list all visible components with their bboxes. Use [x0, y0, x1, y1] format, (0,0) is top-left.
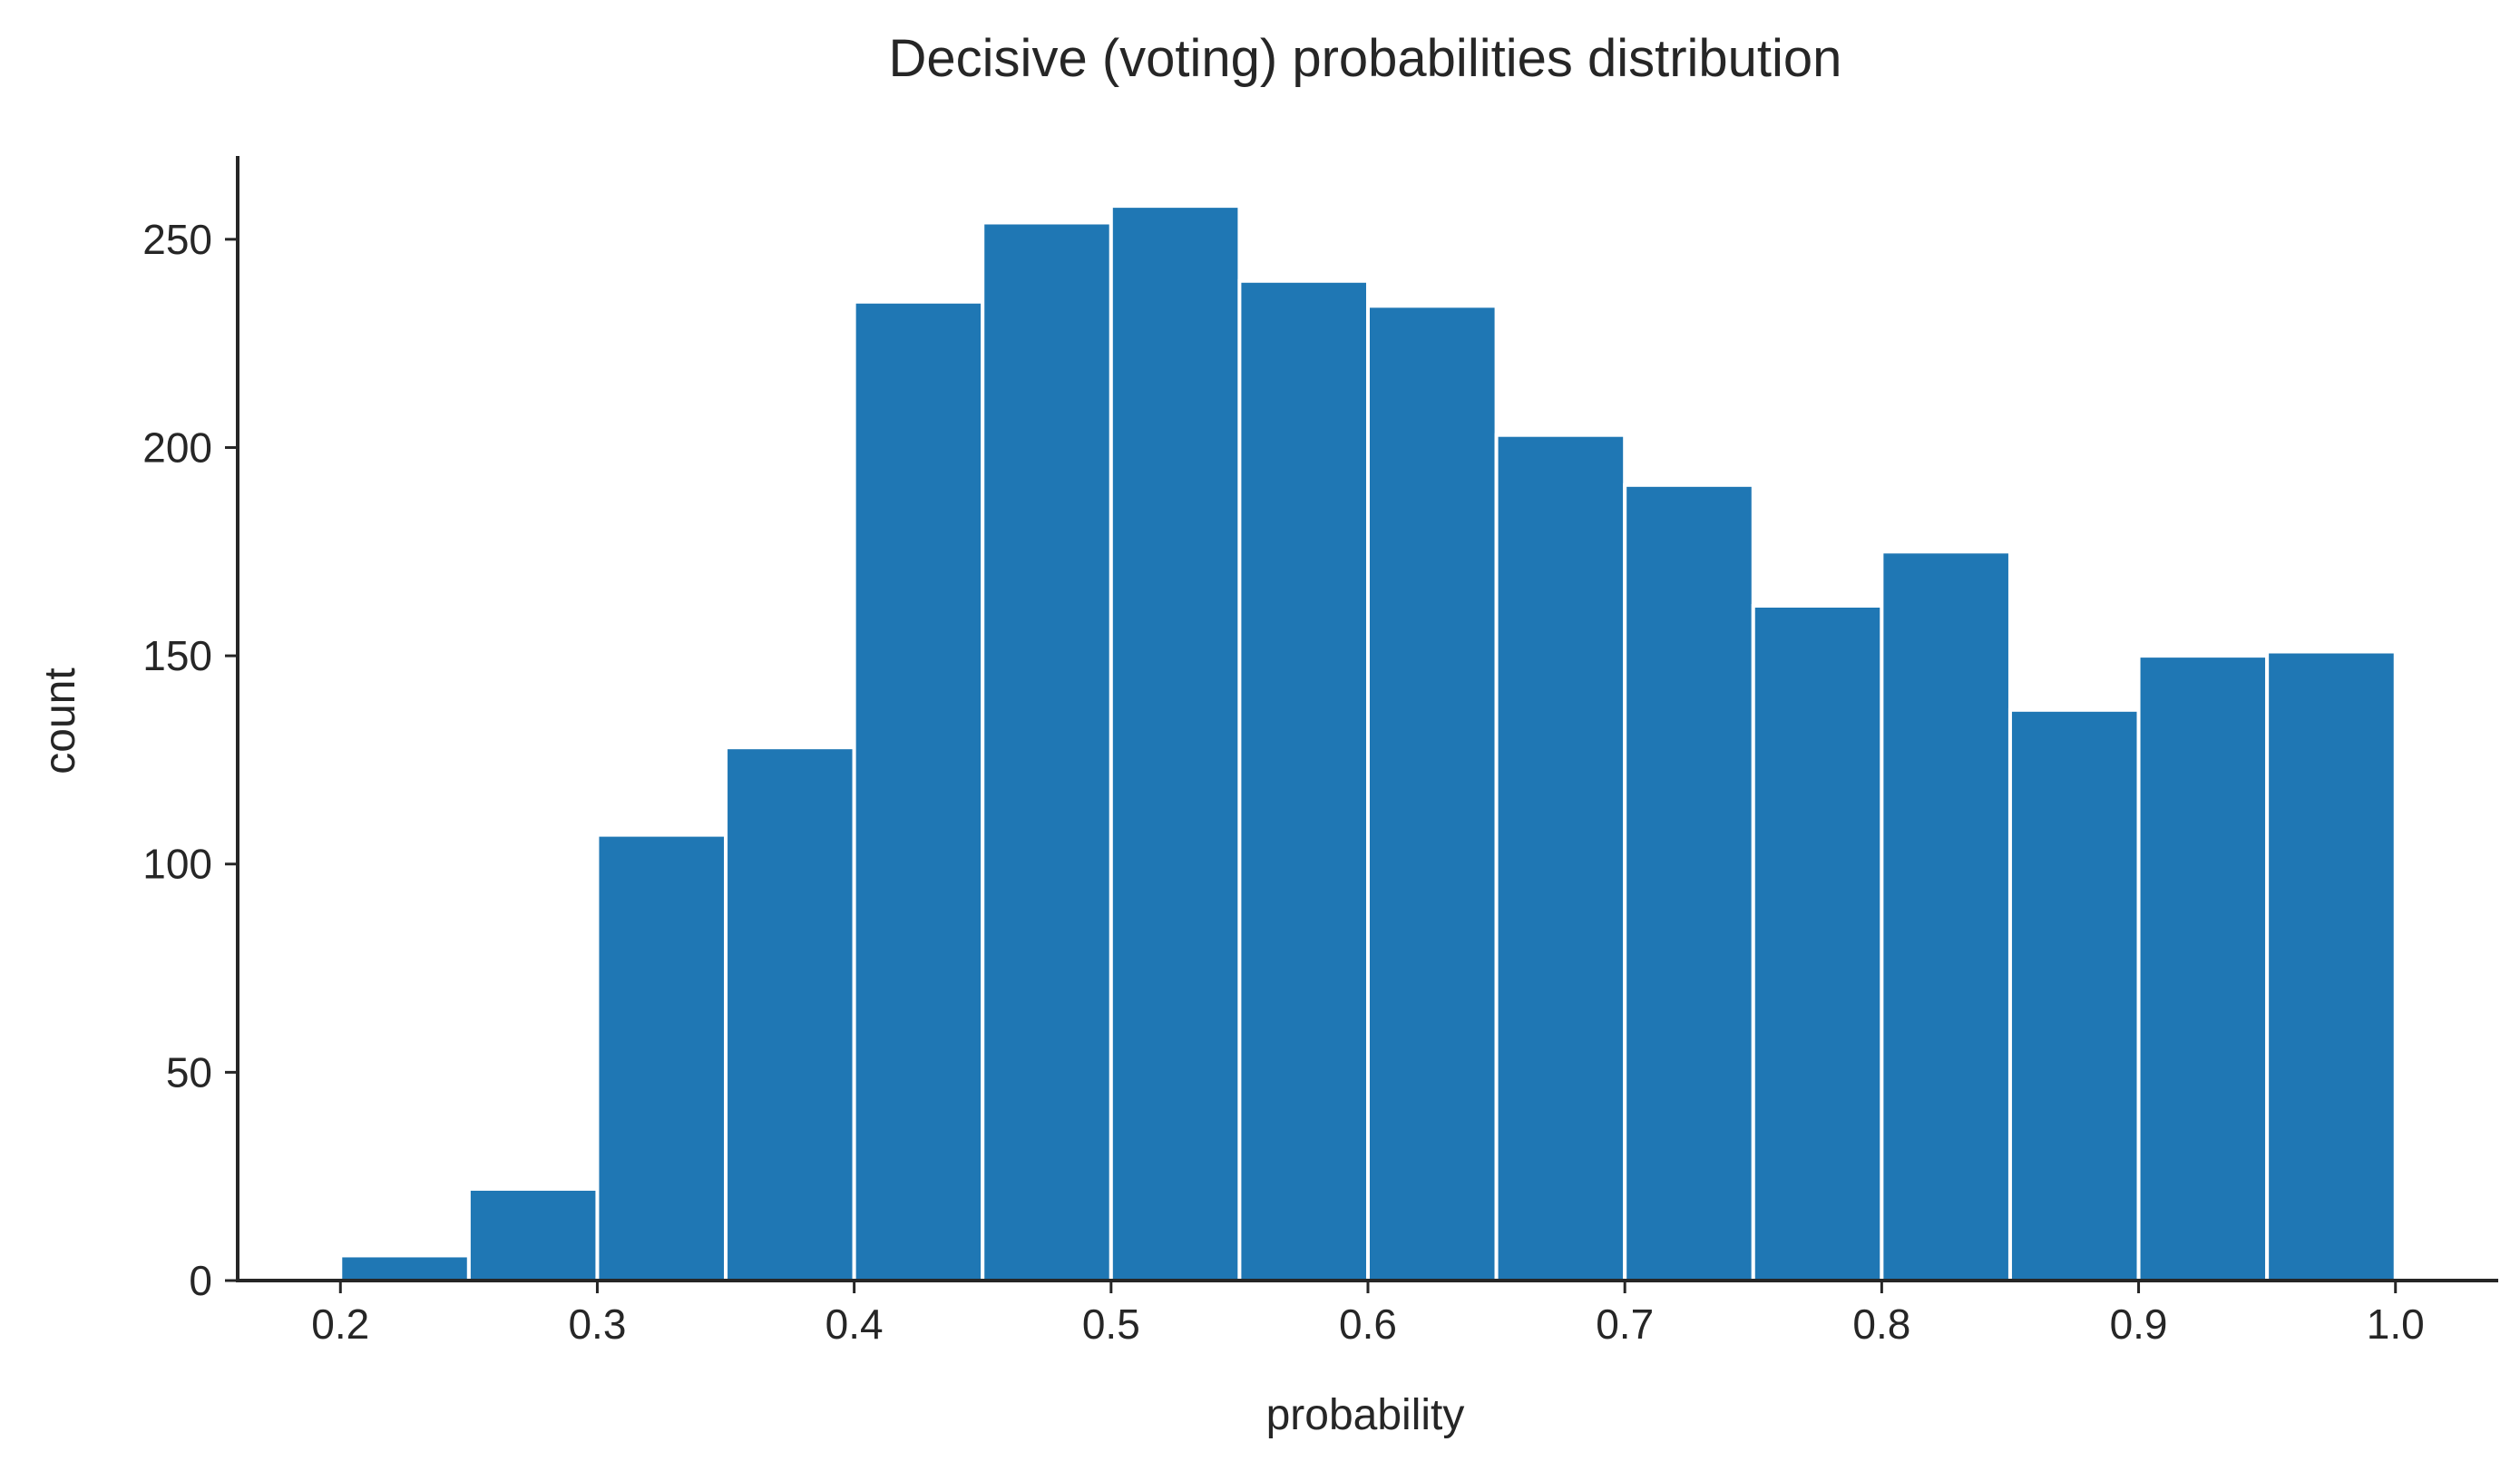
y-tick-label: 0	[189, 1257, 212, 1304]
histogram-bar	[2136, 654, 2270, 1282]
x-tick-label: 0.3	[568, 1301, 626, 1348]
histogram-bar	[2007, 707, 2141, 1282]
histogram-bar	[1366, 304, 1499, 1282]
histogram-bar	[724, 745, 856, 1282]
histogram-bar	[852, 299, 985, 1283]
x-tick-label: 0.7	[1596, 1301, 1654, 1348]
histogram-bar	[981, 220, 1113, 1283]
y-axis-label: count	[36, 667, 84, 774]
x-axis-label: probability	[1266, 1391, 1465, 1439]
x-tick-label: 0.2	[311, 1301, 369, 1348]
histogram-bar	[338, 1253, 471, 1283]
x-tick-label: 1.0	[2367, 1301, 2425, 1348]
histogram-bar	[1623, 482, 1755, 1282]
histogram-bar	[1109, 204, 1242, 1283]
y-tick-label: 250	[142, 216, 212, 263]
bars-group	[338, 204, 2398, 1283]
histogram-bar	[466, 1186, 600, 1283]
x-tick-label: 0.8	[1852, 1301, 1910, 1348]
histogram-bar	[595, 833, 728, 1282]
y-tick-label: 200	[142, 424, 212, 471]
histogram-bar	[1494, 433, 1627, 1283]
histogram-bar	[2265, 649, 2398, 1282]
histogram-bar	[1237, 278, 1370, 1282]
x-tick-label: 0.6	[1339, 1301, 1397, 1348]
histogram-bar	[1880, 550, 2012, 1282]
histogram-bar	[1751, 604, 1884, 1282]
x-ticks-group: 0.2 0.3 0.4 0.5 0.6 0.7 0.8 0.9 1.0	[311, 1281, 2425, 1348]
chart-title: Decisive (voting) probabilities distribu…	[889, 29, 1842, 88]
y-ticks-group: 0 50 100 150 200 250	[142, 216, 238, 1304]
x-tick-label: 0.9	[2110, 1301, 2168, 1348]
x-tick-label: 0.4	[825, 1301, 884, 1348]
x-tick-label: 0.5	[1082, 1301, 1140, 1348]
y-tick-label: 50	[166, 1048, 212, 1096]
y-tick-label: 100	[142, 841, 212, 888]
y-tick-label: 150	[142, 632, 212, 679]
